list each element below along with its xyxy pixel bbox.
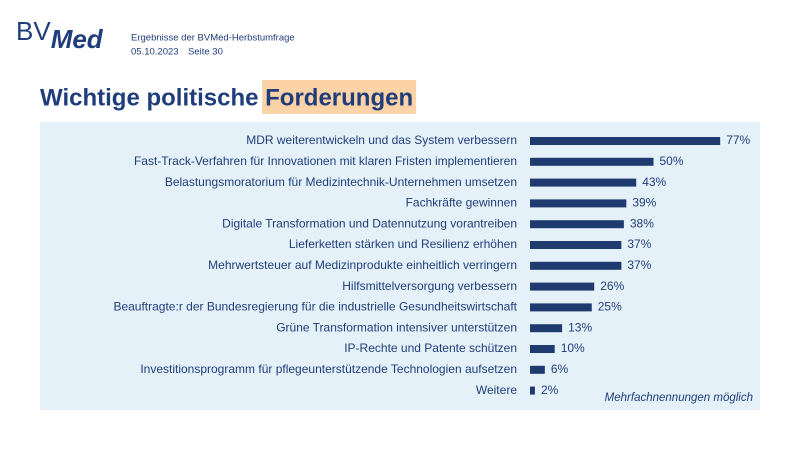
logo: BVMed bbox=[16, 16, 104, 54]
category-label: Beauftragte:r der Bundesregierung für di… bbox=[113, 300, 517, 314]
chart-title: Wichtige politische Forderungen bbox=[40, 84, 413, 111]
logo-bold: Med bbox=[51, 24, 104, 54]
category-label: Lieferketten stärken und Resilienz erhöh… bbox=[289, 237, 517, 251]
value-label: 2% bbox=[541, 383, 559, 397]
bar bbox=[530, 365, 545, 374]
category-label: Fachkräfte gewinnen bbox=[406, 196, 517, 210]
value-label: 38% bbox=[630, 216, 654, 230]
annotation: Mehrfachnennungen möglich bbox=[605, 392, 753, 404]
title-highlight bbox=[262, 80, 417, 114]
header-page: Seite 30 bbox=[188, 47, 223, 58]
value-label: 50% bbox=[660, 154, 684, 168]
bar bbox=[530, 157, 654, 166]
bar bbox=[530, 220, 624, 229]
value-label: 25% bbox=[598, 300, 622, 314]
category-label: Weitere bbox=[476, 383, 517, 397]
category-label: Digitale Transformation und Datennutzung… bbox=[222, 216, 517, 230]
value-label: 39% bbox=[632, 196, 656, 210]
value-label: 6% bbox=[551, 362, 569, 376]
category-label: Investitionsprogramm für pflegeunterstüt… bbox=[140, 362, 517, 376]
bar bbox=[530, 303, 592, 312]
value-label: 37% bbox=[627, 258, 651, 272]
header-subtitle: Ergebnisse der BVMed-Herbstumfrage bbox=[131, 33, 295, 44]
value-label: 26% bbox=[600, 279, 624, 293]
logo-light: BV bbox=[16, 16, 51, 46]
bar bbox=[530, 137, 721, 145]
header-date: 05.10.2023 bbox=[131, 47, 179, 58]
bar bbox=[530, 324, 563, 333]
category-label: Grüne Transformation intensiver unterstü… bbox=[276, 320, 517, 334]
bar bbox=[530, 261, 622, 270]
category-label: Mehrwertsteuer auf Medizinprodukte einhe… bbox=[208, 258, 517, 272]
value-label: 13% bbox=[568, 320, 592, 334]
bar bbox=[530, 386, 535, 395]
value-label: 77% bbox=[726, 133, 750, 147]
bar bbox=[530, 282, 595, 291]
bar bbox=[530, 199, 627, 208]
value-label: 37% bbox=[627, 237, 651, 251]
category-label: Hilfsmittelversorgung verbessern bbox=[342, 279, 517, 293]
category-label: IP-Rechte und Patente schützen bbox=[344, 341, 517, 355]
value-label: 10% bbox=[561, 341, 585, 355]
category-label: MDR weiterentwickeln und das System verb… bbox=[246, 133, 517, 147]
chart-panel bbox=[40, 122, 760, 410]
value-label: 43% bbox=[642, 175, 666, 189]
category-label: Fast-Track-Verfahren für Innovationen mi… bbox=[134, 154, 517, 168]
bar bbox=[530, 241, 622, 249]
bar bbox=[530, 178, 637, 187]
bar bbox=[530, 345, 555, 353]
category-label: Belastungsmoratorium für Medizintechnik-… bbox=[165, 175, 517, 189]
